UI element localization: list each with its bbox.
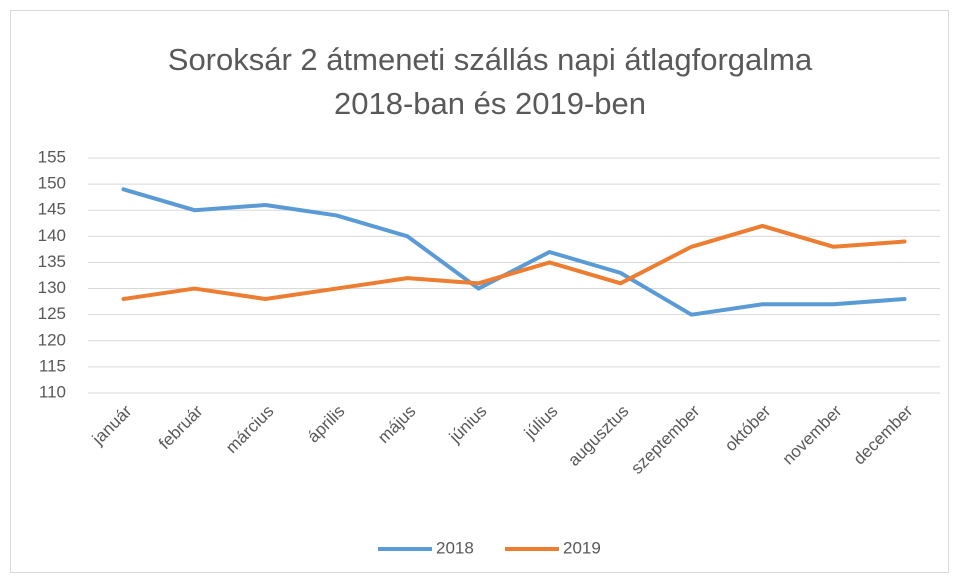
y-tick-label: 130 bbox=[38, 278, 66, 297]
legend-label: 2018 bbox=[436, 538, 474, 557]
y-tick-label: 135 bbox=[38, 252, 66, 271]
y-tick-label: 115 bbox=[39, 356, 66, 375]
y-tick-label: 145 bbox=[38, 200, 66, 219]
y-tick-label: 140 bbox=[38, 226, 66, 245]
legend-label: 2019 bbox=[563, 538, 601, 557]
y-tick-label: 155 bbox=[38, 147, 66, 166]
chart-title: 2018-ban és 2019-ben bbox=[334, 86, 646, 121]
series-line bbox=[121, 187, 907, 317]
y-tick-label: 125 bbox=[38, 304, 66, 323]
y-tick-label: 120 bbox=[38, 330, 66, 349]
series-line bbox=[121, 223, 907, 301]
chart-title: Soroksár 2 átmeneti szállás napi átlagfo… bbox=[168, 42, 813, 77]
y-tick-label: 110 bbox=[39, 382, 66, 401]
y-tick-label: 150 bbox=[38, 174, 66, 193]
